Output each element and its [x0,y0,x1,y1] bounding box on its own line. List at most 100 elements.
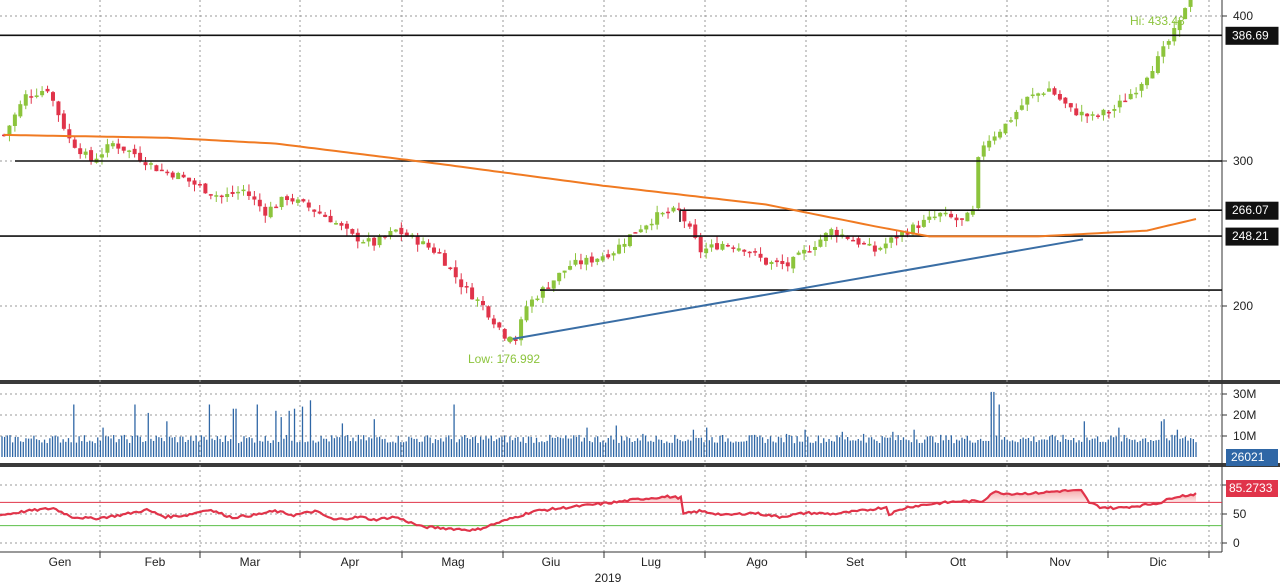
candle-body [1155,56,1160,73]
candle-body [649,223,654,226]
candle-body [693,224,698,238]
candle-body [557,272,562,282]
candle-body [355,232,360,242]
candle-body [807,251,812,253]
candle-body [627,234,632,247]
candle-body [1123,100,1128,103]
low-marker-dot [507,336,513,343]
candle-body [219,195,224,198]
candle-body [404,232,409,237]
level-tag-bg [1225,26,1279,45]
price-tick-label: 400 [1233,9,1253,23]
price-pane: Hi: 433.48 Low: 176.992 [0,0,1222,366]
candle-body [1128,93,1133,100]
candle-body [236,191,241,194]
candle-body [67,129,72,139]
candle-body [796,252,801,255]
price-tick-label: 200 [1233,299,1253,313]
month-label: Ott [950,555,967,569]
candle-body [731,247,736,249]
candle-body [23,94,28,106]
candle-body [50,92,55,101]
candle-body [480,300,485,306]
candle-body [45,88,50,92]
rsi-pane [0,488,1222,533]
candle-body [856,238,861,245]
candle-body [301,199,306,202]
moving-average-line [3,133,1197,238]
candle-body [1014,111,1019,120]
candle-body [116,143,121,149]
candle-body [464,286,469,288]
candle-body [905,232,910,235]
candle-body [785,262,790,267]
candle-body [317,211,322,214]
low-label: Low: 176.992 [468,352,540,366]
candle-body [927,216,932,220]
volume-tick-label: 20M [1233,408,1256,422]
rsi-overbought-fill [950,490,1087,503]
candle-body [138,152,143,161]
candle-body [1025,96,1030,105]
candle-body [415,235,420,245]
candle-body [666,211,671,214]
candle-body [878,247,883,250]
candle-body [1047,88,1052,92]
candle-body [426,242,431,248]
candle-body [323,214,328,217]
candle-body [1068,103,1073,108]
candle-body [105,144,110,153]
candle-body [170,172,175,178]
candle-body [954,217,959,221]
candle-body [208,194,213,196]
candle-body [889,237,894,243]
candle-body [1101,109,1106,116]
rsi-last-tag: 85.2733 [1229,481,1273,495]
rsi-tick-label: 50 [1233,507,1247,521]
candle-body [1063,97,1068,104]
candle-body [883,243,888,249]
candle-body [72,139,77,148]
candle-body [7,125,12,135]
month-label: Gen [49,555,72,569]
pane-separator [0,463,1280,467]
candle-body [949,213,954,218]
candle-body [61,113,66,129]
candle-body [148,163,153,165]
candle-body [437,252,442,254]
candle-body [867,243,872,246]
candle-body [513,339,518,341]
pane-separator [0,380,1280,384]
candle-body [529,299,534,307]
candle-body [687,223,692,227]
candle-body [491,318,496,325]
candle-body [1096,115,1101,117]
candle-body [241,189,246,192]
candle-body [159,169,164,172]
candle-body [524,306,529,321]
candle-body [617,244,622,254]
candle-body [660,212,665,215]
candle-body [1188,0,1193,7]
candle-body [257,199,262,207]
candle-body [40,91,45,96]
candle-body [682,209,687,222]
candle-body [1090,114,1095,116]
level-tag: 266.07 [1232,203,1269,217]
candle-body [780,260,785,265]
candle-body [197,184,202,186]
candle-body [29,96,34,98]
candle-body [812,246,817,251]
candle-body [306,202,311,208]
month-label: Giu [542,555,561,569]
candle-body [459,279,464,288]
candle-body [802,249,807,254]
level-tag: 386.69 [1232,28,1269,42]
candle-body [339,223,344,226]
level-tag: 248.21 [1232,229,1269,243]
candle-body [334,223,339,225]
candle-body [551,280,556,289]
candle-body [916,225,921,228]
candle-body [987,140,992,148]
volume-tick-label: 10M [1233,429,1256,443]
